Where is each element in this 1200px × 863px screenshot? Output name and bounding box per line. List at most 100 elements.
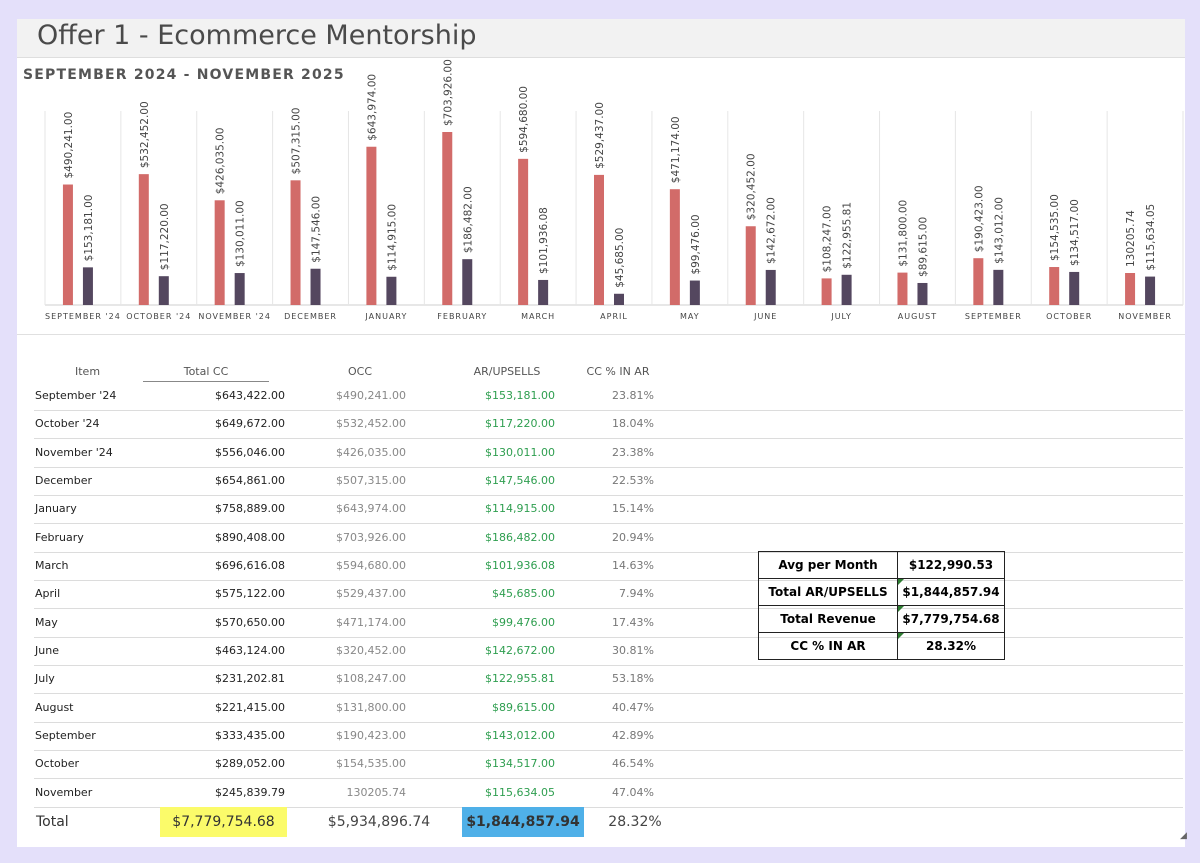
row-cc-pct[interactable]: 14.63%	[612, 558, 654, 572]
bar-occ[interactable]	[821, 278, 832, 305]
row-total-cc[interactable]: $556,046.00	[215, 445, 285, 459]
row-cc-pct[interactable]: 42.89%	[612, 728, 654, 742]
row-total-cc[interactable]: $221,415.00	[215, 700, 285, 714]
row-item[interactable]: September	[35, 728, 96, 742]
bar-ar-upsells[interactable]	[158, 276, 169, 305]
bar-occ[interactable]	[518, 158, 529, 305]
bar-occ[interactable]	[442, 132, 453, 305]
row-ar-upsells[interactable]: $115,634.05	[485, 785, 555, 799]
row-occ[interactable]: $529,437.00	[336, 587, 406, 601]
bar-occ[interactable]	[290, 180, 301, 305]
row-total-cc[interactable]: $649,672.00	[215, 417, 285, 431]
row-cc-pct[interactable]: 20.94%	[612, 530, 654, 544]
bar-ar-upsells[interactable]	[614, 293, 624, 305]
row-item[interactable]: September '24	[35, 389, 117, 402]
row-item[interactable]: June	[35, 643, 59, 657]
row-item[interactable]: November	[35, 785, 93, 799]
row-ar-upsells[interactable]: $186,482.00	[485, 530, 555, 544]
summary-label[interactable]: CC % IN AR	[758, 632, 898, 660]
bar-occ[interactable]	[669, 189, 680, 305]
row-item[interactable]: April	[35, 587, 61, 601]
row-occ[interactable]: $471,174.00	[336, 615, 406, 629]
row-total-cc[interactable]: $654,861.00	[215, 473, 285, 487]
row-item[interactable]: October	[35, 757, 80, 771]
totals-occ[interactable]: $5,934,896.74	[327, 814, 431, 830]
bar-ar-upsells[interactable]	[1069, 271, 1080, 305]
row-total-cc[interactable]: $463,124.00	[215, 643, 285, 657]
row-item[interactable]: February	[35, 530, 84, 544]
row-occ[interactable]: $490,241.00	[336, 389, 406, 402]
row-cc-pct[interactable]: 47.04%	[612, 785, 654, 799]
bar-ar-upsells[interactable]	[538, 279, 549, 305]
row-cc-pct[interactable]: 53.18%	[612, 672, 654, 686]
row-total-cc[interactable]: $570,650.00	[215, 615, 285, 629]
totals-total-cc[interactable]: $7,779,754.68	[160, 807, 287, 837]
row-cc-pct[interactable]: 18.04%	[612, 417, 654, 431]
row-cc-pct[interactable]: 23.81%	[612, 389, 654, 402]
bar-occ[interactable]	[1049, 267, 1060, 305]
summary-value[interactable]: 28.32%	[897, 632, 1005, 660]
bar-occ[interactable]	[214, 200, 225, 305]
row-item[interactable]: August	[35, 700, 74, 714]
row-total-cc[interactable]: $696,616.08	[215, 558, 285, 572]
row-item[interactable]: March	[35, 558, 69, 572]
bar-occ[interactable]	[973, 258, 984, 305]
row-occ[interactable]: $154,535.00	[336, 757, 406, 771]
bar-ar-upsells[interactable]	[689, 280, 700, 305]
row-occ[interactable]: $643,974.00	[336, 502, 406, 516]
row-cc-pct[interactable]: 40.47%	[612, 700, 654, 714]
row-occ[interactable]: $703,926.00	[336, 530, 406, 544]
row-item[interactable]: November '24	[35, 445, 113, 459]
row-ar-upsells[interactable]: $89,615.00	[492, 700, 555, 714]
row-ar-upsells[interactable]: $134,517.00	[485, 757, 555, 771]
bar-chart[interactable]: $490,241.00 $153,181.00 SEPTEMBER '24 $532,…	[17, 19, 1185, 335]
row-total-cc[interactable]: $245,839.79	[215, 785, 285, 799]
summary-label[interactable]: Total AR/UPSELLS	[758, 578, 898, 606]
summary-value[interactable]: $122,990.53	[897, 551, 1005, 579]
bar-occ[interactable]	[594, 174, 604, 305]
bar-ar-upsells[interactable]	[993, 269, 1004, 305]
row-item[interactable]: December	[35, 473, 93, 487]
row-occ[interactable]: $594,680.00	[336, 558, 406, 572]
bar-ar-upsells[interactable]	[82, 267, 93, 305]
row-occ[interactable]: $131,800.00	[336, 700, 406, 714]
summary-label[interactable]: Avg per Month	[758, 551, 898, 579]
row-ar-upsells[interactable]: $147,546.00	[485, 473, 555, 487]
row-total-cc[interactable]: $643,422.00	[215, 389, 285, 402]
bar-occ[interactable]	[745, 226, 756, 305]
row-occ[interactable]: $320,452.00	[336, 643, 406, 657]
bar-occ[interactable]	[366, 146, 377, 305]
row-total-cc[interactable]: $758,889.00	[215, 502, 285, 516]
totals-cc-pct[interactable]: 28.32%	[608, 814, 662, 830]
row-occ[interactable]: $426,035.00	[336, 445, 406, 459]
row-total-cc[interactable]: $289,052.00	[215, 757, 285, 771]
summary-value[interactable]: $1,844,857.94	[897, 578, 1005, 606]
row-ar-upsells[interactable]: $130,011.00	[485, 445, 555, 459]
row-total-cc[interactable]: $231,202.81	[215, 672, 285, 686]
bar-ar-upsells[interactable]	[462, 259, 473, 305]
row-total-cc[interactable]: $890,408.00	[215, 530, 285, 544]
row-occ[interactable]: $532,452.00	[336, 417, 406, 431]
row-cc-pct[interactable]: 30.81%	[612, 643, 654, 657]
row-cc-pct[interactable]: 17.43%	[612, 615, 654, 629]
row-ar-upsells[interactable]: $122,955.81	[485, 672, 555, 686]
bar-ar-upsells[interactable]	[841, 274, 852, 305]
summary-value[interactable]: $7,779,754.68	[897, 605, 1005, 633]
row-item[interactable]: October '24	[35, 417, 100, 431]
bar-occ[interactable]	[1125, 273, 1136, 305]
row-item[interactable]: May	[35, 615, 58, 629]
row-ar-upsells[interactable]: $142,672.00	[485, 643, 555, 657]
row-ar-upsells[interactable]: $45,685.00	[492, 587, 555, 601]
row-occ[interactable]: $507,315.00	[336, 473, 406, 487]
row-cc-pct[interactable]: 15.14%	[612, 502, 654, 516]
bar-ar-upsells[interactable]	[234, 273, 245, 305]
row-ar-upsells[interactable]: $153,181.00	[485, 389, 555, 402]
row-ar-upsells[interactable]: $101,936.08	[485, 558, 555, 572]
totals-ar-upsells[interactable]: $1,844,857.94	[462, 807, 584, 837]
row-cc-pct[interactable]: 23.38%	[612, 445, 654, 459]
row-item[interactable]: January	[35, 502, 77, 516]
row-ar-upsells[interactable]: $143,012.00	[485, 728, 555, 742]
row-cc-pct[interactable]: 46.54%	[612, 757, 654, 771]
bar-ar-upsells[interactable]	[765, 269, 776, 305]
bar-ar-upsells[interactable]	[386, 276, 397, 305]
